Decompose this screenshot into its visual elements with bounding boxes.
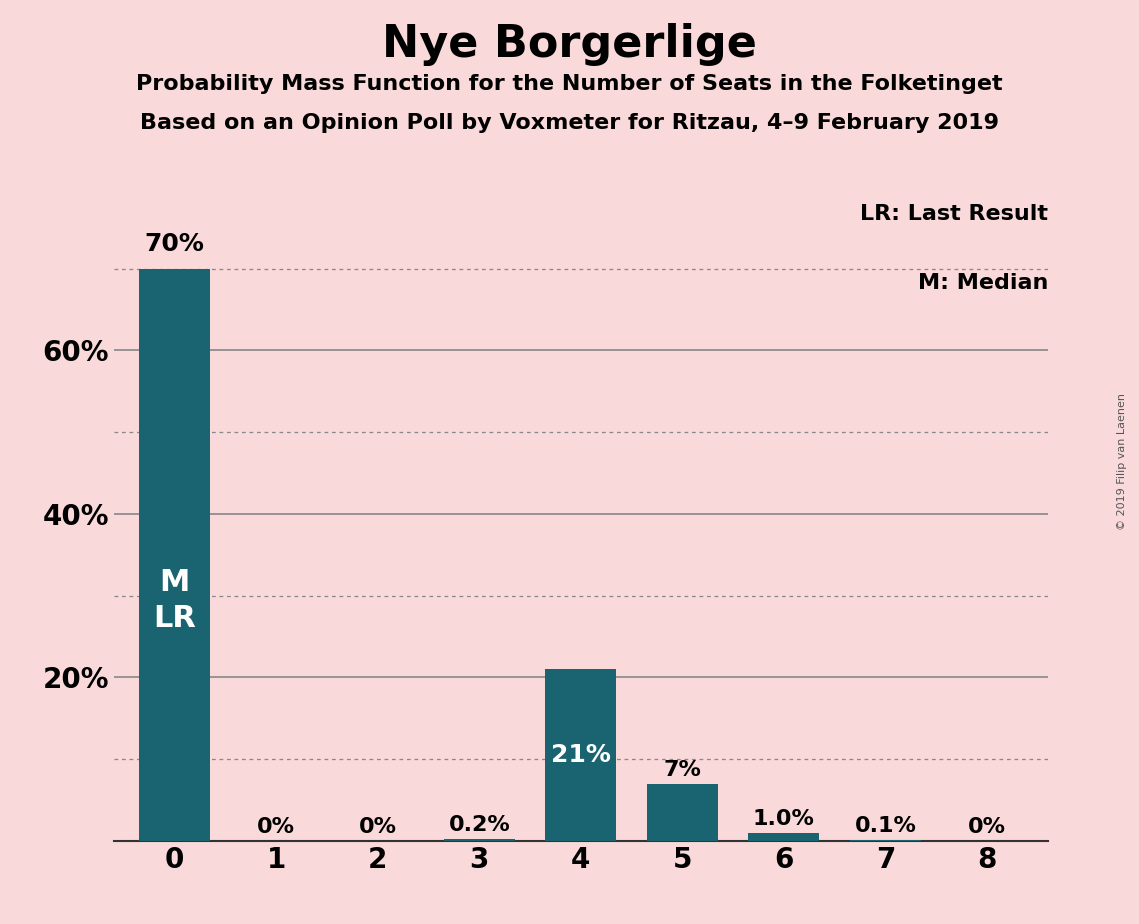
Text: 0%: 0%: [968, 817, 1006, 837]
Text: Based on an Opinion Poll by Voxmeter for Ritzau, 4–9 February 2019: Based on an Opinion Poll by Voxmeter for…: [140, 113, 999, 133]
Text: 0.2%: 0.2%: [449, 815, 510, 835]
Bar: [748, 833, 819, 841]
Text: M: Median: M: Median: [918, 273, 1048, 293]
Text: © 2019 Filip van Laenen: © 2019 Filip van Laenen: [1117, 394, 1126, 530]
Bar: [139, 269, 211, 841]
Text: Probability Mass Function for the Number of Seats in the Folketinget: Probability Mass Function for the Number…: [137, 74, 1002, 94]
Text: LR: Last Result: LR: Last Result: [860, 203, 1048, 224]
Text: 7%: 7%: [664, 760, 702, 780]
Text: 1.0%: 1.0%: [753, 808, 814, 829]
Text: 21%: 21%: [551, 743, 611, 767]
Bar: [647, 784, 718, 841]
Text: 0.1%: 0.1%: [854, 816, 917, 836]
Text: M
LR: M LR: [154, 568, 196, 633]
Text: 0%: 0%: [257, 817, 295, 837]
Bar: [546, 669, 616, 841]
Bar: [444, 839, 515, 841]
Text: 0%: 0%: [359, 817, 396, 837]
Text: 70%: 70%: [145, 233, 205, 256]
Text: Nye Borgerlige: Nye Borgerlige: [382, 23, 757, 67]
